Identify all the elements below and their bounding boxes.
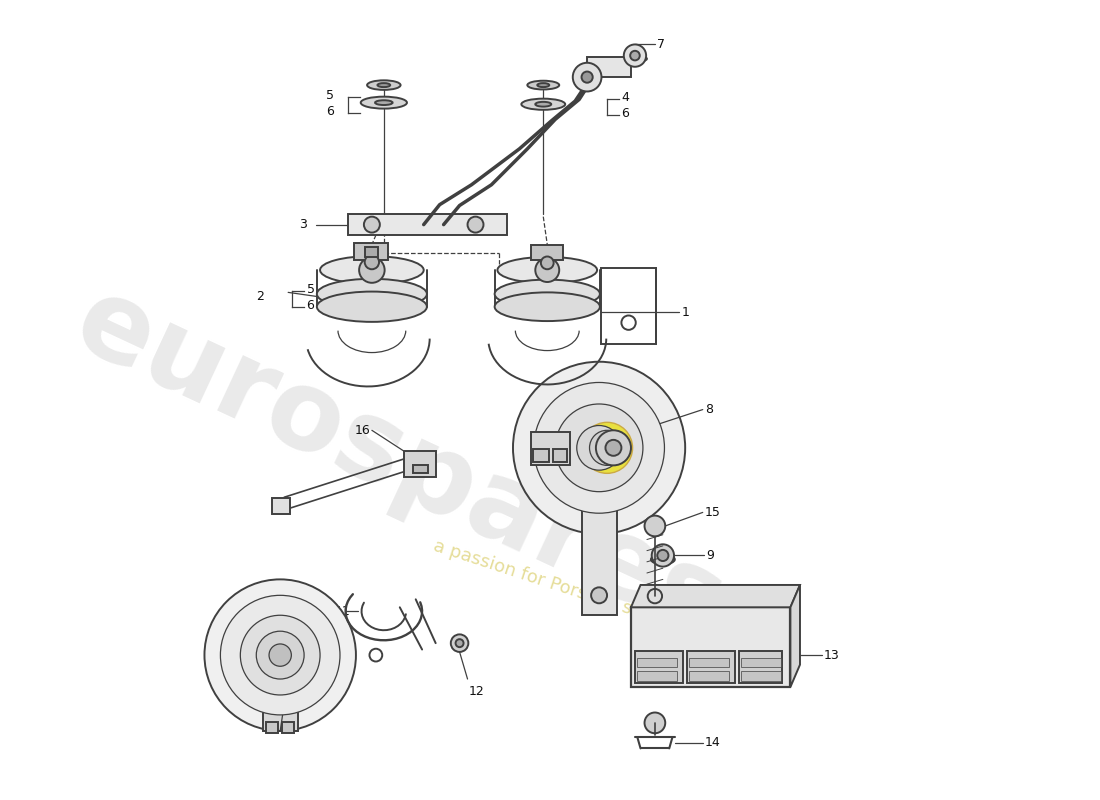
Circle shape [256, 631, 304, 679]
Bar [741, 671, 781, 681]
Bar [532, 450, 549, 462]
Ellipse shape [367, 80, 400, 90]
Circle shape [455, 639, 463, 647]
Text: 6: 6 [327, 105, 334, 118]
Circle shape [658, 550, 669, 561]
Circle shape [536, 258, 559, 282]
Text: 2: 2 [256, 290, 264, 303]
Ellipse shape [361, 97, 407, 109]
Circle shape [624, 45, 646, 66]
Text: a passion for Porsche since 1985: a passion for Porsche since 1985 [431, 537, 719, 646]
Ellipse shape [495, 292, 600, 321]
Text: 11: 11 [334, 605, 351, 618]
Text: 4: 4 [621, 91, 629, 104]
Ellipse shape [495, 280, 600, 308]
Text: 5: 5 [307, 282, 315, 296]
Circle shape [651, 544, 674, 566]
Text: 13: 13 [824, 649, 839, 662]
Circle shape [541, 257, 553, 270]
Bar [690, 671, 729, 681]
Bar [414, 466, 428, 474]
Circle shape [582, 71, 593, 82]
Circle shape [365, 255, 380, 270]
Circle shape [556, 404, 642, 492]
Text: 8: 8 [705, 403, 713, 416]
Text: 6: 6 [307, 298, 315, 312]
Text: 1: 1 [681, 306, 689, 319]
Bar [686, 651, 735, 683]
Ellipse shape [375, 100, 393, 105]
Circle shape [359, 258, 385, 283]
Bar [637, 658, 678, 667]
Bar [354, 243, 388, 261]
Circle shape [468, 217, 484, 233]
Text: 15: 15 [704, 506, 720, 519]
Circle shape [645, 713, 665, 734]
Circle shape [582, 422, 632, 474]
Bar [404, 451, 436, 477]
Bar [738, 651, 782, 683]
Bar [263, 699, 298, 731]
Circle shape [591, 587, 607, 603]
Polygon shape [631, 585, 800, 607]
Bar [282, 722, 294, 734]
Text: 5: 5 [327, 89, 334, 102]
Ellipse shape [537, 83, 549, 87]
Ellipse shape [623, 56, 647, 62]
Text: 12: 12 [469, 685, 485, 698]
Ellipse shape [527, 81, 559, 90]
Text: 7: 7 [658, 38, 666, 51]
Circle shape [596, 430, 631, 466]
Circle shape [513, 362, 685, 534]
Circle shape [451, 634, 469, 652]
Bar [587, 57, 631, 77]
Circle shape [364, 217, 380, 233]
Circle shape [205, 579, 356, 731]
Bar [602, 269, 656, 344]
Circle shape [240, 615, 320, 695]
Bar [531, 245, 563, 261]
Bar [365, 247, 378, 257]
Circle shape [576, 426, 621, 470]
Circle shape [590, 430, 625, 466]
Circle shape [573, 62, 602, 91]
Bar [582, 476, 617, 615]
Text: 10: 10 [244, 665, 261, 678]
Bar [348, 214, 507, 235]
Circle shape [270, 644, 292, 666]
Bar [637, 671, 678, 681]
Bar [741, 658, 781, 667]
Circle shape [645, 515, 665, 536]
Circle shape [220, 595, 340, 715]
Ellipse shape [320, 256, 424, 284]
Polygon shape [791, 585, 800, 687]
Circle shape [605, 440, 621, 456]
Text: 9: 9 [706, 549, 715, 562]
Bar [266, 722, 278, 734]
Ellipse shape [377, 83, 390, 87]
Bar [690, 658, 729, 667]
Text: 3: 3 [298, 218, 307, 231]
Bar [553, 450, 568, 462]
Ellipse shape [317, 279, 427, 309]
Text: 6: 6 [621, 107, 629, 120]
Ellipse shape [651, 554, 674, 564]
Text: 14: 14 [704, 736, 720, 750]
Bar [631, 607, 791, 687]
Ellipse shape [497, 257, 597, 283]
Bar [635, 651, 683, 683]
Circle shape [534, 382, 664, 514]
Text: 16: 16 [354, 424, 371, 437]
Text: eurospares: eurospares [58, 266, 740, 661]
Bar [531, 432, 570, 466]
Bar [272, 498, 289, 514]
Ellipse shape [521, 98, 565, 110]
Ellipse shape [317, 291, 427, 322]
Circle shape [630, 51, 640, 60]
Ellipse shape [536, 102, 551, 106]
